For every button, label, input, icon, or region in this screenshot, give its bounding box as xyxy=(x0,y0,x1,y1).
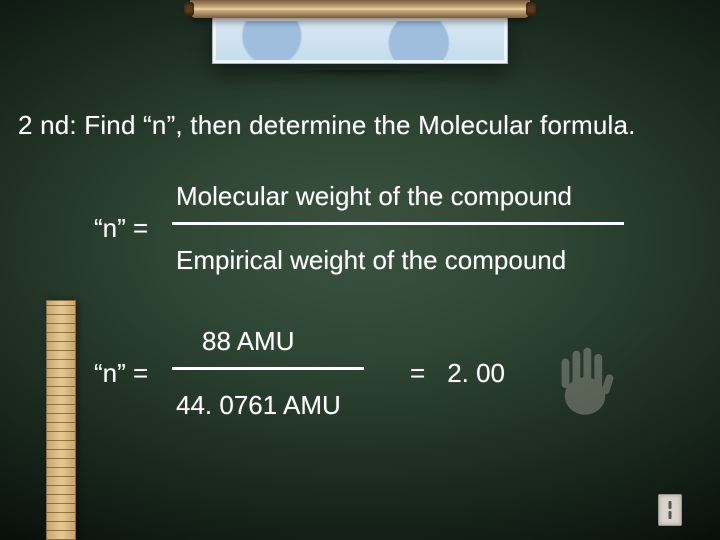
formula-2-numerator: 88 AMU xyxy=(172,324,364,359)
formula-2-denominator: 44. 0761 AMU xyxy=(172,388,364,423)
map-shadow xyxy=(230,70,490,80)
map-scroll xyxy=(190,0,530,80)
formula-2-fraction: 88 AMU 44. 0761 AMU xyxy=(172,324,364,423)
formula-2: “n” = 88 AMU 44. 0761 AMU = 2. 00 xyxy=(94,324,702,423)
formula-1-lhs: “n” = xyxy=(94,213,172,244)
wall-outlet xyxy=(658,494,682,526)
world-map xyxy=(212,18,508,64)
formula-2-result-group: = 2. 00 xyxy=(410,358,505,389)
fraction-bar xyxy=(172,222,624,225)
formula-2-result: 2. 00 xyxy=(447,358,505,389)
slide-heading: 2 nd: Find “n”, then determine the Molec… xyxy=(18,110,702,141)
formula-1-denominator: Empirical weight of the compound xyxy=(172,243,624,278)
slide-content: 2 nd: Find “n”, then determine the Molec… xyxy=(0,110,720,423)
formula-2-lhs: “n” = xyxy=(94,358,172,389)
map-roller xyxy=(190,0,530,18)
fraction-bar xyxy=(172,367,364,370)
formula-1: “n” = Molecular weight of the compound E… xyxy=(94,179,702,278)
formula-1-numerator: Molecular weight of the compound xyxy=(172,179,624,214)
equals-sign: = xyxy=(410,358,425,389)
formula-1-fraction: Molecular weight of the compound Empiric… xyxy=(172,179,624,278)
